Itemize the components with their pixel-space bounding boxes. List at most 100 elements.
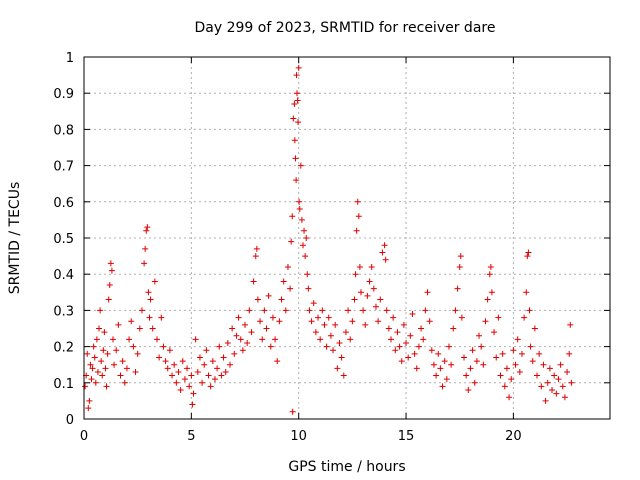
data-points xyxy=(82,64,575,415)
data-point xyxy=(542,397,549,404)
data-point xyxy=(441,358,448,365)
data-point xyxy=(501,383,508,390)
data-point xyxy=(330,347,337,354)
data-point xyxy=(259,336,266,343)
data-point xyxy=(203,347,210,354)
data-point xyxy=(499,350,506,357)
data-point xyxy=(484,296,491,303)
data-point xyxy=(480,361,487,368)
data-point xyxy=(424,289,431,296)
data-point xyxy=(310,300,317,307)
data-point xyxy=(450,325,457,332)
data-point xyxy=(403,339,410,346)
y-axis-label: SRMTID / TECUs xyxy=(7,182,23,295)
x-tick-label: 10 xyxy=(290,429,307,444)
data-point xyxy=(411,350,418,357)
data-point xyxy=(158,314,165,321)
data-point xyxy=(175,368,182,375)
data-point xyxy=(295,119,302,126)
data-point xyxy=(214,365,221,372)
data-point xyxy=(231,350,238,357)
data-point xyxy=(445,343,452,350)
data-point xyxy=(443,376,450,383)
data-point xyxy=(319,307,326,314)
data-point xyxy=(252,253,259,260)
data-point xyxy=(534,372,541,379)
data-point xyxy=(476,332,483,339)
data-point xyxy=(525,249,532,256)
data-point xyxy=(153,336,160,343)
data-point xyxy=(166,347,173,354)
data-point xyxy=(457,253,464,260)
data-point xyxy=(325,314,332,321)
data-point xyxy=(478,343,485,350)
y-tick-label: 0 xyxy=(66,413,74,428)
data-point xyxy=(377,296,384,303)
data-point xyxy=(355,213,362,220)
y-tick-label: 1 xyxy=(66,51,74,66)
data-point xyxy=(136,325,143,332)
data-point xyxy=(103,383,110,390)
data-point xyxy=(299,242,306,249)
data-point xyxy=(567,321,574,328)
data-point xyxy=(555,376,562,383)
data-point xyxy=(553,390,560,397)
data-point xyxy=(568,379,575,386)
data-point xyxy=(272,336,279,343)
data-point xyxy=(566,350,573,357)
data-point xyxy=(332,321,339,328)
data-point xyxy=(564,368,571,375)
data-point xyxy=(293,72,300,79)
y-tick-label: 0.6 xyxy=(53,196,74,211)
data-point xyxy=(169,372,176,379)
data-point xyxy=(189,401,196,408)
data-point xyxy=(536,350,543,357)
data-point xyxy=(91,354,98,361)
data-point xyxy=(362,321,369,328)
data-point xyxy=(254,296,261,303)
data-point xyxy=(93,336,100,343)
data-point xyxy=(345,307,352,314)
data-point xyxy=(508,376,515,383)
data-point xyxy=(162,358,169,365)
data-point xyxy=(308,318,315,325)
data-point xyxy=(312,329,319,336)
data-point xyxy=(321,321,328,328)
data-point xyxy=(100,347,107,354)
data-point xyxy=(117,372,124,379)
data-point xyxy=(239,347,246,354)
data-point xyxy=(156,354,163,361)
data-point xyxy=(357,289,364,296)
data-point xyxy=(338,354,345,361)
data-point xyxy=(97,307,104,314)
data-point xyxy=(284,263,291,270)
data-point xyxy=(396,343,403,350)
data-point xyxy=(347,336,354,343)
data-point xyxy=(287,285,294,292)
data-point xyxy=(261,307,268,314)
plot-frame xyxy=(83,56,611,420)
x-tick-label: 20 xyxy=(505,429,522,444)
x-tick-label: 5 xyxy=(187,429,195,444)
data-point xyxy=(503,365,510,372)
data-point xyxy=(437,365,444,372)
data-point xyxy=(544,379,551,386)
data-point xyxy=(407,332,414,339)
data-point xyxy=(557,361,564,368)
data-point xyxy=(288,238,295,245)
data-point xyxy=(516,368,523,375)
data-point xyxy=(366,278,373,285)
data-point xyxy=(351,296,358,303)
y-tick-label: 0.9 xyxy=(53,87,74,102)
y-tick-label: 0.2 xyxy=(53,341,74,356)
data-point xyxy=(141,260,148,267)
data-point xyxy=(92,379,99,386)
data-point xyxy=(415,343,422,350)
data-point xyxy=(280,278,287,285)
data-point xyxy=(201,361,208,368)
data-point xyxy=(298,216,305,223)
data-point xyxy=(433,372,440,379)
data-point xyxy=(342,329,349,336)
data-point xyxy=(291,137,298,144)
data-point xyxy=(294,97,301,104)
